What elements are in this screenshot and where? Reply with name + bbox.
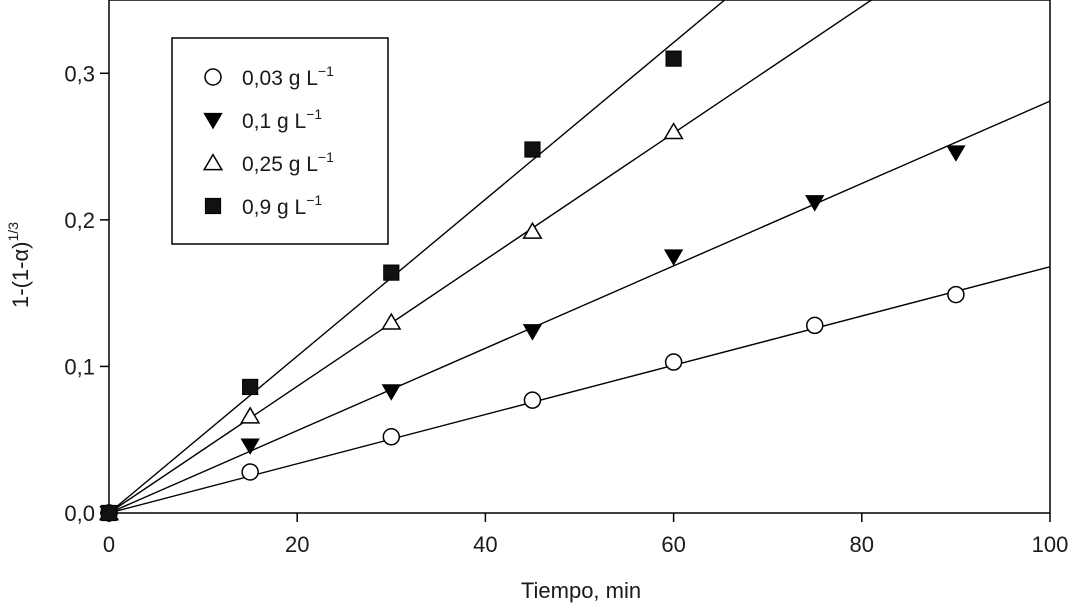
y-tick-label: 0,1 (64, 354, 95, 379)
legend-label: 0,9 g L−1 (242, 192, 322, 219)
legend-label-main: 0,1 g L (242, 110, 306, 133)
x-tick-label: 0 (103, 532, 115, 557)
y-axis-title: 1-(1-α)1/3 (5, 222, 33, 308)
x-tick-label: 80 (850, 532, 874, 557)
data-point (240, 406, 261, 424)
data-point (241, 463, 259, 481)
legend-label-main: 0,03 g L (242, 67, 318, 90)
data-point (523, 391, 542, 409)
y-tick-label: 0,0 (64, 501, 95, 526)
fit-line (109, 266, 1050, 513)
data-point (522, 324, 543, 341)
x-tick-label: 40 (473, 532, 497, 557)
x-tick-label: 100 (1032, 532, 1069, 557)
data-points (98, 50, 966, 523)
legend-label-main: 0,25 g L (242, 153, 318, 176)
legend-label-exponent: −1 (318, 149, 334, 165)
x-tick-label: 20 (285, 532, 309, 557)
y-axis-title-exponent: 1/3 (5, 222, 21, 242)
x-axis-title: Tiempo, min (521, 578, 641, 603)
legend-label-exponent: −1 (306, 192, 322, 208)
legend-label-main: 0,9 g L (242, 196, 306, 219)
data-point (242, 378, 259, 396)
y-axis: 0,0 0,1 0,2 0,3 (64, 61, 109, 526)
data-point (664, 353, 683, 371)
y-axis-title-main: 1-(1-α) (8, 241, 33, 308)
x-axis: 0 20 40 60 80 100 (103, 513, 1068, 557)
legend-marker (204, 197, 222, 215)
y-tick-label: 0,3 (64, 61, 95, 86)
data-point (382, 428, 401, 446)
data-point (100, 504, 118, 522)
fit-lines (109, 0, 1050, 513)
fit-line (109, 0, 726, 513)
data-point (381, 312, 402, 330)
data-point (946, 145, 966, 162)
plot-area-frame (108, 0, 1051, 514)
data-point (663, 249, 684, 266)
data-point (947, 285, 965, 304)
legend-items: 0,03 g L−10,1 g L−10,25 g L−10,9 g L−1 (202, 63, 334, 219)
legend-marker (204, 68, 222, 86)
legend-marker (202, 153, 224, 171)
legend-label-exponent: −1 (306, 106, 322, 122)
legend-label-exponent: −1 (318, 63, 334, 79)
fit-line (109, 0, 873, 513)
data-point (806, 316, 824, 335)
legend-label: 0,1 g L−1 (242, 106, 322, 133)
data-point (805, 195, 825, 212)
data-point (522, 221, 543, 239)
data-point (663, 122, 684, 140)
data-point (665, 50, 682, 67)
legend: 0,03 g L−10,1 g L−10,25 g L−10,9 g L−1 (171, 37, 389, 245)
y-tick-label: 0,2 (64, 208, 95, 233)
data-point (524, 141, 541, 158)
x-tick-label: 60 (661, 532, 685, 557)
legend-label: 0,03 g L−1 (242, 63, 334, 90)
legend-label: 0,25 g L−1 (242, 149, 334, 176)
legend-marker (203, 112, 223, 130)
fit-line (109, 100, 1050, 513)
data-point (240, 438, 260, 455)
data-point (381, 384, 401, 401)
data-point (383, 264, 400, 281)
